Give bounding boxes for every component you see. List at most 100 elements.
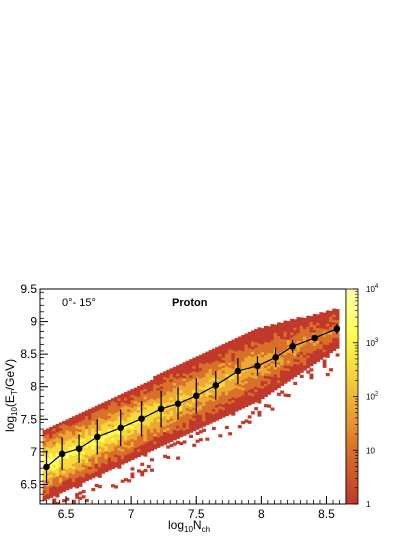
heatmap-cell bbox=[49, 432, 53, 436]
heatmap-cell bbox=[75, 451, 80, 455]
heatmap-cell bbox=[260, 393, 265, 397]
heatmap-cell bbox=[192, 360, 197, 364]
heatmap-cell bbox=[166, 427, 171, 431]
heatmap-cell bbox=[218, 345, 223, 349]
heatmap-cell bbox=[140, 410, 145, 414]
heatmap-cell bbox=[140, 452, 145, 456]
heatmap-cell bbox=[78, 423, 83, 427]
heatmap-cell bbox=[156, 390, 161, 394]
heatmap-cell bbox=[65, 440, 70, 444]
heatmap-cell bbox=[218, 382, 223, 386]
heatmap-cell bbox=[247, 420, 252, 424]
heatmap-cell bbox=[215, 352, 219, 356]
heatmap-cell bbox=[208, 360, 213, 364]
heatmap-cell bbox=[94, 460, 99, 464]
heatmap-cell bbox=[211, 348, 216, 352]
heatmap-cell bbox=[303, 341, 307, 345]
heatmap-cell bbox=[179, 423, 184, 427]
heatmap-cell bbox=[270, 360, 275, 364]
heatmap-cell bbox=[84, 457, 89, 461]
heatmap-cell bbox=[312, 316, 317, 320]
heatmap-cell bbox=[153, 443, 158, 447]
heatmap-cell bbox=[280, 325, 285, 329]
heatmap-cell bbox=[299, 369, 304, 373]
heatmap-cell bbox=[296, 319, 301, 323]
heatmap-cell bbox=[52, 475, 57, 479]
heatmap-cell bbox=[169, 438, 174, 442]
heatmap-cell bbox=[65, 466, 70, 470]
heatmap-cell bbox=[140, 408, 145, 412]
heatmap-cell bbox=[234, 382, 239, 386]
heatmap-cell bbox=[312, 350, 317, 354]
y-tick-label: 8 bbox=[30, 380, 37, 394]
heatmap-cell bbox=[283, 320, 288, 324]
heatmap-cell bbox=[306, 360, 311, 364]
heatmap-cell bbox=[156, 413, 161, 417]
heatmap-cell bbox=[224, 363, 229, 367]
heatmap-cell bbox=[146, 415, 151, 419]
heatmap-cell bbox=[68, 483, 73, 487]
colorbar-tick-label: 104 bbox=[366, 284, 379, 294]
heatmap-cell bbox=[179, 428, 184, 433]
heatmap-cell bbox=[163, 418, 167, 422]
heatmap-cell bbox=[159, 425, 164, 429]
heatmap-cell bbox=[293, 368, 298, 372]
heatmap-cell bbox=[286, 328, 291, 332]
heatmap-cell bbox=[143, 409, 148, 413]
heatmap-cell bbox=[296, 369, 301, 373]
heatmap-cell bbox=[111, 452, 115, 457]
heatmap-cell bbox=[150, 403, 154, 407]
heatmap-cell bbox=[163, 415, 167, 419]
heatmap-cell bbox=[182, 367, 187, 371]
heatmap-cell bbox=[247, 347, 252, 351]
heatmap-cell bbox=[309, 352, 314, 356]
heatmap-cell bbox=[114, 417, 119, 421]
heatmap-cell bbox=[62, 460, 66, 464]
heatmap-cell bbox=[166, 455, 171, 459]
heatmap-cell bbox=[250, 340, 255, 345]
heatmap-cell bbox=[244, 385, 249, 389]
heatmap-cell bbox=[234, 374, 239, 378]
heatmap-cell bbox=[163, 428, 167, 432]
heatmap-cell bbox=[78, 496, 83, 500]
heatmap-cell bbox=[215, 347, 219, 351]
heatmap-cell bbox=[312, 358, 317, 362]
heatmap-cell bbox=[241, 348, 246, 352]
heatmap-cell bbox=[316, 353, 320, 357]
heatmap-cell bbox=[267, 404, 272, 408]
heatmap-cell bbox=[237, 401, 242, 405]
heatmap-cell bbox=[195, 400, 200, 404]
heatmap-cell bbox=[270, 324, 275, 328]
heatmap-cell bbox=[299, 335, 304, 339]
heatmap-cell bbox=[111, 400, 115, 404]
heatmap-cell bbox=[101, 415, 106, 419]
heatmap-cell bbox=[130, 423, 135, 427]
heatmap-cell bbox=[270, 407, 275, 411]
heatmap-cell bbox=[94, 439, 99, 443]
heatmap-cell bbox=[306, 344, 311, 348]
heatmap-cell bbox=[234, 405, 239, 409]
heatmap-cell bbox=[198, 425, 203, 429]
heatmap-cell bbox=[78, 462, 83, 466]
heatmap-cell bbox=[78, 439, 83, 443]
heatmap-cell bbox=[234, 403, 239, 407]
heatmap-cell bbox=[231, 357, 236, 361]
heatmap-cell bbox=[221, 411, 226, 415]
heatmap-cell bbox=[159, 432, 164, 436]
heatmap-cell bbox=[250, 379, 255, 384]
heatmap-cell bbox=[322, 312, 327, 316]
heatmap-cell bbox=[296, 327, 301, 331]
heatmap-cell bbox=[150, 421, 154, 425]
heatmap-cell bbox=[127, 432, 132, 436]
heatmap-cell bbox=[71, 432, 76, 436]
heatmap-cell bbox=[244, 354, 249, 358]
heatmap-cell bbox=[277, 338, 281, 342]
heatmap-cell bbox=[264, 362, 268, 366]
heatmap-cell bbox=[309, 339, 314, 343]
heatmap-cell bbox=[195, 418, 200, 422]
heatmap-cell bbox=[218, 363, 223, 367]
heatmap-cell bbox=[286, 365, 291, 369]
heatmap-cell bbox=[182, 406, 187, 410]
heatmap-cell bbox=[84, 462, 89, 466]
heatmap-cell bbox=[84, 431, 89, 435]
